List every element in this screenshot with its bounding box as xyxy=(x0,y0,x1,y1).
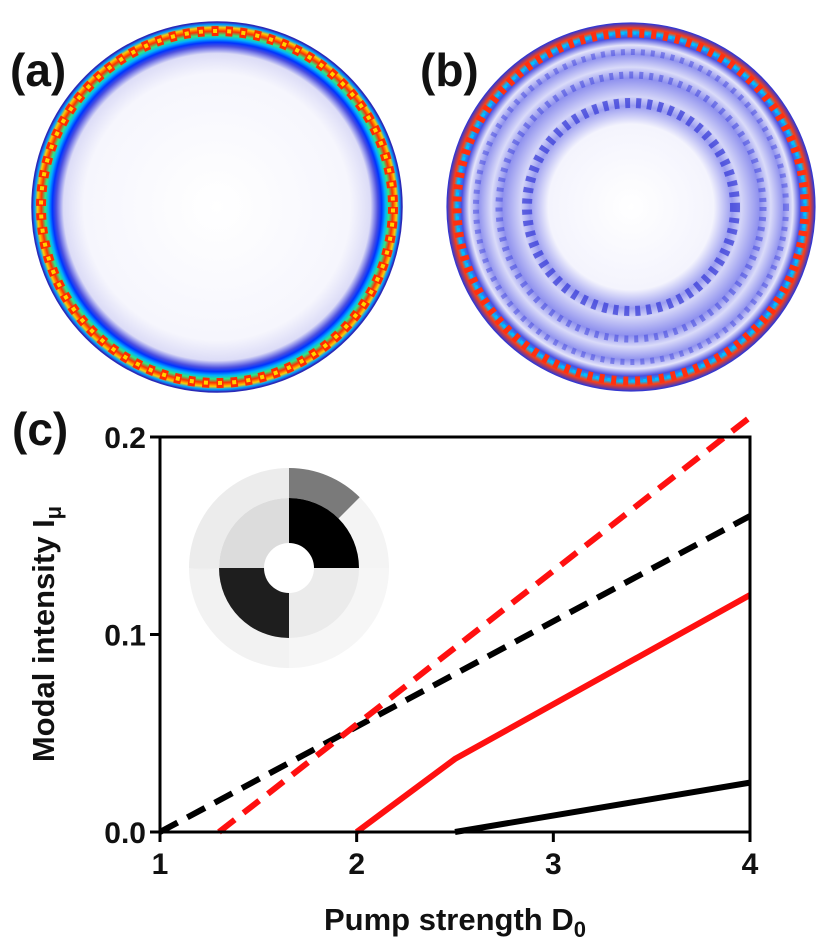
inset-sector xyxy=(189,468,289,568)
inset-sector-pattern xyxy=(189,468,389,668)
y-axis-label: Modal intensity Iμ xyxy=(26,506,66,762)
series-line-4 xyxy=(454,779,751,835)
inset-sector xyxy=(289,468,360,519)
panel-c: (c) 1 2 3 4 0.0 0.1 0.2 Pump strength D0 Modal… xyxy=(12,403,759,942)
x-axis-label-main: Pump strength D xyxy=(324,902,574,937)
x-axis-label-sub: 0 xyxy=(574,917,586,942)
mode-pattern-b-edge xyxy=(446,22,816,392)
y-tick-label: 0.0 xyxy=(104,817,146,850)
panel-a: (a) xyxy=(10,21,403,393)
x-tick-label: 3 xyxy=(545,848,562,881)
mode-pattern-b-ring-1 xyxy=(522,98,740,316)
mode-pattern-b-ring-2 xyxy=(495,71,767,343)
x-tick-label: 2 xyxy=(348,848,365,881)
mode-pattern-b-outer-lobes xyxy=(452,28,810,386)
series-line-3 xyxy=(354,592,752,835)
mode-pattern-b-ring-3 xyxy=(473,49,789,365)
inset-hole xyxy=(264,543,314,593)
panel-c-label: (c) xyxy=(12,403,68,455)
x-tick-label: 4 xyxy=(742,848,759,881)
mode-pattern-a xyxy=(32,22,402,392)
series-line-2 xyxy=(217,414,752,835)
series-layer xyxy=(158,414,752,835)
y-axis-label-main: Modal intensity I xyxy=(26,519,61,762)
mode-pattern-a-edge xyxy=(31,21,403,393)
panel-b-label: (b) xyxy=(420,44,479,96)
inset-sector xyxy=(189,568,219,570)
series-line-1 xyxy=(158,513,752,835)
y-tick-label: 0.2 xyxy=(104,422,146,455)
mode-pattern-a-lobes-core xyxy=(39,29,395,385)
panel-a-label: (a) xyxy=(10,44,66,96)
mode-pattern-b-outer-lobes-core xyxy=(455,31,807,383)
panel-b: (b) xyxy=(420,22,816,392)
x-tick-label: 1 xyxy=(152,848,169,881)
y-axis-label-sub: μ xyxy=(41,506,66,519)
y-tick-label: 0.1 xyxy=(104,620,146,653)
x-axis-label: Pump strength D0 xyxy=(324,902,586,942)
tick-layer: 1 2 3 4 0.0 0.1 0.2 xyxy=(104,422,758,881)
